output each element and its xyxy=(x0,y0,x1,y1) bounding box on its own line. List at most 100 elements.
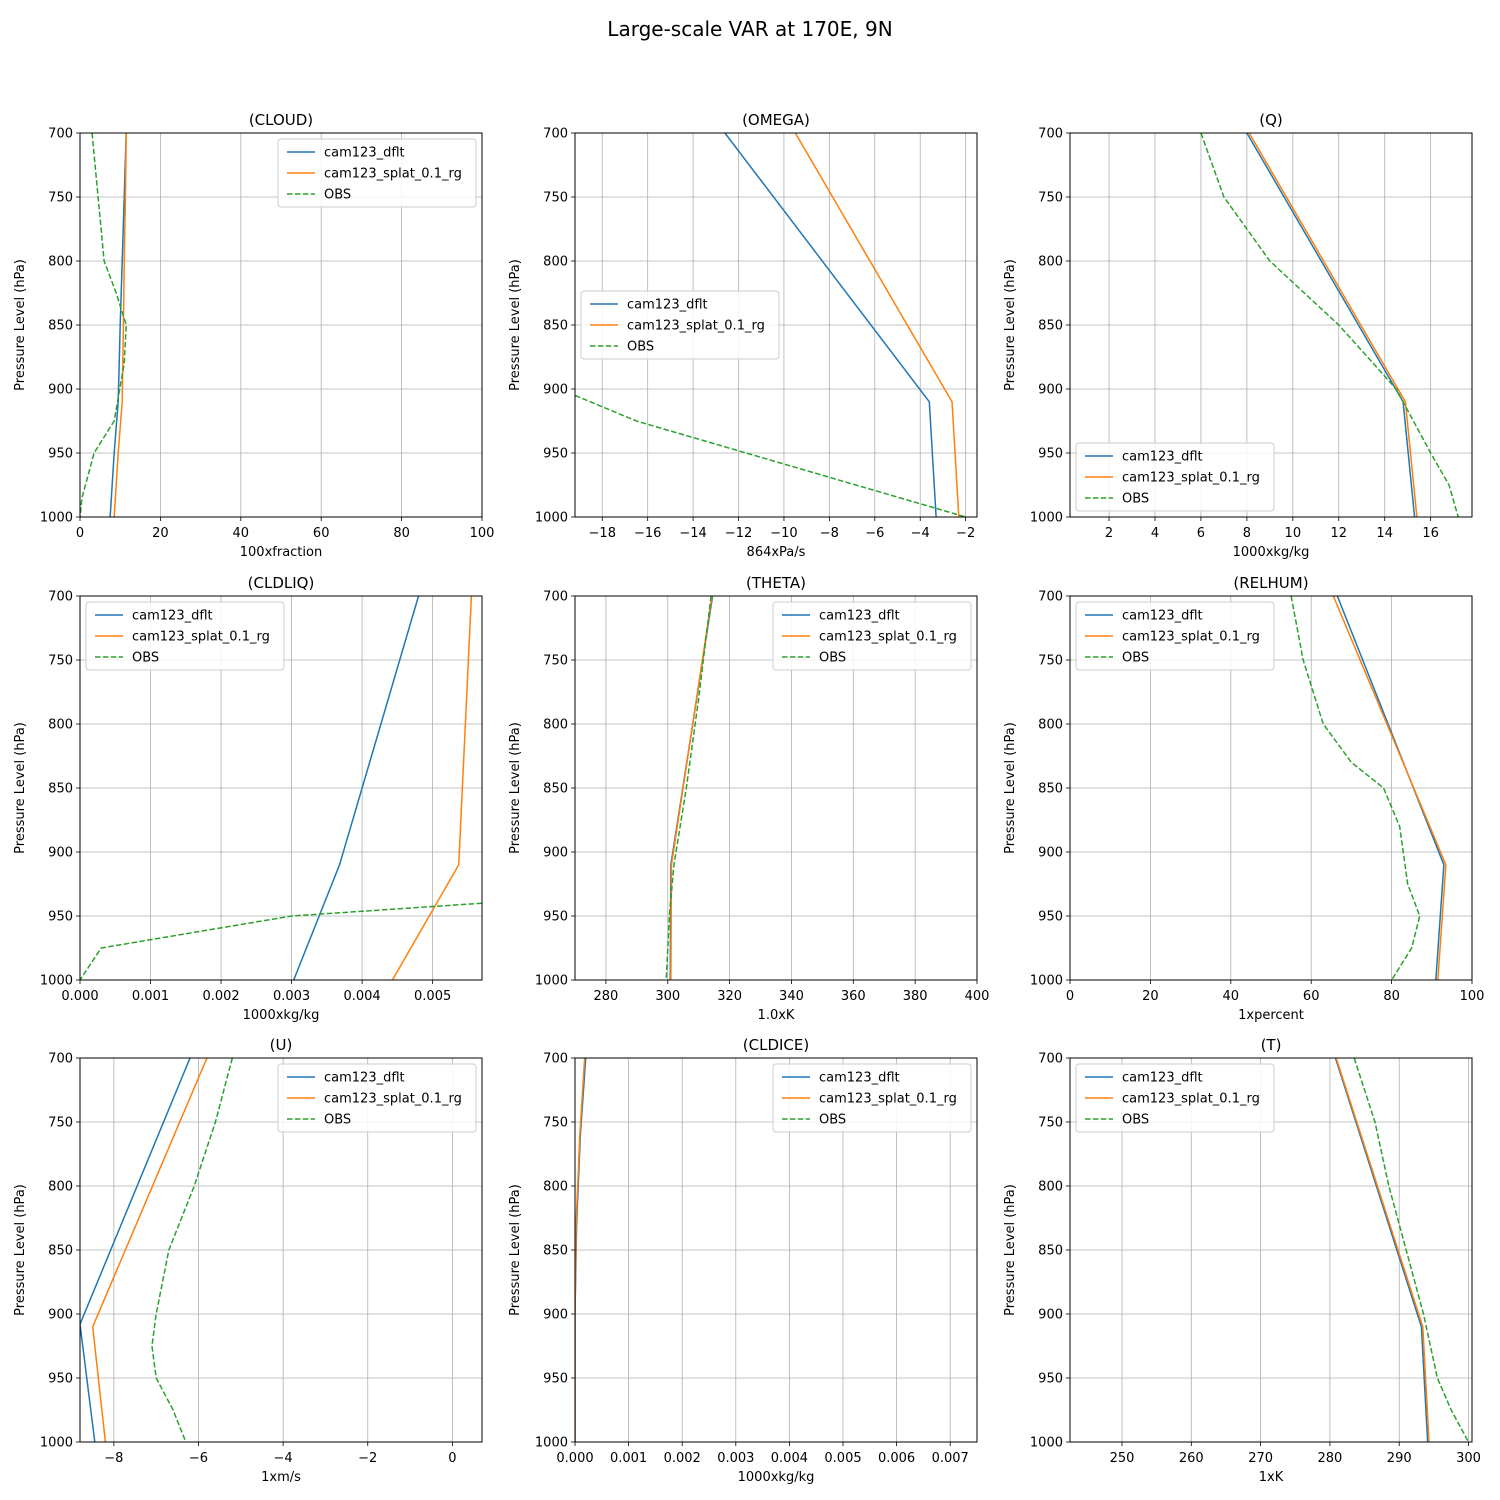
y-tick-label: 750 xyxy=(543,654,568,669)
y-tick-label: 900 xyxy=(1038,383,1063,398)
y-tick-label: 750 xyxy=(1038,654,1063,669)
legend-label: OBS xyxy=(819,651,846,666)
legend-label: cam123_splat_0.1_rg xyxy=(819,1092,957,1107)
legend: cam123_dflt cam123_splat_0.1_rg OBS xyxy=(1075,601,1275,671)
series-line-obs xyxy=(80,133,127,517)
y-tick-label: 850 xyxy=(1038,782,1063,797)
legend: cam123_dflt cam123_splat_0.1_rg OBS xyxy=(1075,442,1275,512)
legend-label: cam123_dflt xyxy=(627,298,708,313)
y-tick-label: 850 xyxy=(543,319,568,334)
y-tick-label: 750 xyxy=(543,191,568,206)
y-tick-label: 850 xyxy=(543,1244,568,1259)
x-axis-label: 1000xkg/kg xyxy=(738,1470,815,1485)
x-tick-label: −8 xyxy=(820,526,839,541)
series-line-obs xyxy=(151,1058,234,1442)
x-tick-label: 20 xyxy=(152,526,169,541)
y-tick-label: 1000 xyxy=(40,974,73,989)
series-line-obs xyxy=(80,902,482,980)
y-tick-label: 750 xyxy=(1038,1116,1063,1131)
x-tick-label: 20 xyxy=(1142,989,1159,1004)
series-line-cam123-splat-0-1-rg xyxy=(1335,1058,1430,1442)
panel-theta: 280 300 320 340 360 380 400 700 750 800 850 900 950 1… xyxy=(508,574,989,1023)
legend-label: OBS xyxy=(324,1113,351,1128)
x-tick-label: −16 xyxy=(634,526,661,541)
legend: cam123_dflt cam123_splat_0.1_rg OBS xyxy=(277,138,477,208)
x-tick-label: −4 xyxy=(274,1451,293,1466)
legend-label: cam123_dflt xyxy=(1122,609,1203,624)
legend: cam123_dflt cam123_splat_0.1_rg OBS xyxy=(580,290,780,360)
x-tick-label: −10 xyxy=(770,526,797,541)
y-tick-label: 800 xyxy=(543,255,568,270)
x-tick-label: 0 xyxy=(1066,989,1074,1004)
y-tick-label: 950 xyxy=(48,447,73,462)
y-axis-label: Pressure Level (hPa) xyxy=(13,259,28,391)
x-tick-label: 0.005 xyxy=(414,989,451,1004)
series-line-cam123-dflt xyxy=(80,1058,191,1442)
y-tick-label: 950 xyxy=(1038,1372,1063,1387)
x-tick-label: 0.003 xyxy=(717,1451,754,1466)
y-tick-label: 850 xyxy=(1038,1244,1063,1259)
x-tick-label: −18 xyxy=(589,526,616,541)
legend: cam123_dflt cam123_splat_0.1_rg OBS xyxy=(772,601,972,671)
x-tick-label: 0.001 xyxy=(610,1451,647,1466)
x-axis-label: 100xfraction xyxy=(240,545,322,560)
legend-label: cam123_dflt xyxy=(132,609,213,624)
legend-box xyxy=(580,290,780,360)
panel-relhum: 0 20 40 60 80 100 700 750 800 850 900 950 1000 (RELHU… xyxy=(1003,574,1484,1023)
legend-box xyxy=(1075,442,1275,512)
y-tick-label: 950 xyxy=(1038,910,1063,925)
x-tick-label: −6 xyxy=(189,1451,208,1466)
y-axis-label: Pressure Level (hPa) xyxy=(1003,722,1018,854)
panel-title: (CLOUD) xyxy=(249,111,313,129)
legend-label: OBS xyxy=(1122,651,1149,666)
series-line-cam123-dflt xyxy=(1334,1058,1429,1442)
legend: cam123_dflt cam123_splat_0.1_rg OBS xyxy=(1075,1063,1275,1133)
x-tick-label: 60 xyxy=(313,526,330,541)
legend-label: cam123_splat_0.1_rg xyxy=(1122,471,1260,486)
y-tick-label: 900 xyxy=(1038,1308,1063,1323)
x-tick-label: 340 xyxy=(779,989,804,1004)
legend-box xyxy=(277,1063,477,1133)
x-axis-label: 1.0xK xyxy=(758,1008,795,1023)
x-tick-label: 12 xyxy=(1330,526,1347,541)
x-tick-label: 300 xyxy=(655,989,680,1004)
series-line-cam123-splat-0-1-rg xyxy=(1332,596,1447,980)
x-tick-label: 0.000 xyxy=(61,989,98,1004)
panel-cldliq: 0.000 0.001 0.002 0.003 0.004 0.005 700 750 800 8… xyxy=(13,574,483,1023)
y-tick-label: 1000 xyxy=(1030,1436,1063,1451)
x-tick-label: 0.005 xyxy=(824,1451,861,1466)
y-tick-label: 750 xyxy=(1038,191,1063,206)
x-tick-label: 400 xyxy=(965,989,990,1004)
x-axis-label: 1000xkg/kg xyxy=(243,1008,320,1023)
figure-suptitle: Large-scale VAR at 170E, 9N xyxy=(607,17,892,41)
legend: cam123_dflt cam123_splat_0.1_rg OBS xyxy=(277,1063,477,1133)
y-tick-label: 1000 xyxy=(40,1436,73,1451)
x-tick-label: 100 xyxy=(470,526,495,541)
x-tick-label: 0.006 xyxy=(878,1451,915,1466)
legend-label: cam123_splat_0.1_rg xyxy=(132,630,270,645)
x-tick-label: −6 xyxy=(865,526,884,541)
legend-label: OBS xyxy=(1122,492,1149,507)
y-tick-label: 800 xyxy=(1038,718,1063,733)
y-axis-label: Pressure Level (hPa) xyxy=(508,1184,523,1316)
x-tick-label: 40 xyxy=(1223,989,1240,1004)
panel-title: (OMEGA) xyxy=(742,111,810,129)
y-tick-label: 800 xyxy=(48,718,73,733)
series-line-cam123-dflt xyxy=(724,133,937,517)
x-axis-label: 1000xkg/kg xyxy=(1233,545,1310,560)
x-tick-label: 380 xyxy=(903,989,928,1004)
series-line-obs xyxy=(1200,133,1459,517)
legend-label: cam123_splat_0.1_rg xyxy=(819,630,957,645)
x-tick-label: 10 xyxy=(1285,526,1302,541)
panel-title: (CLDICE) xyxy=(743,1036,809,1054)
x-axis-label: 1xm/s xyxy=(261,1470,301,1485)
x-tick-label: 0.002 xyxy=(202,989,239,1004)
y-axis-label: Pressure Level (hPa) xyxy=(1003,259,1018,391)
legend-label: cam123_dflt xyxy=(1122,1071,1203,1086)
x-tick-label: −4 xyxy=(911,526,930,541)
x-tick-label: 0.004 xyxy=(343,989,380,1004)
y-axis-label: Pressure Level (hPa) xyxy=(13,722,28,854)
y-tick-label: 800 xyxy=(1038,255,1063,270)
x-tick-label: 0.000 xyxy=(556,1451,593,1466)
series-line-cam123-dflt xyxy=(109,133,127,517)
